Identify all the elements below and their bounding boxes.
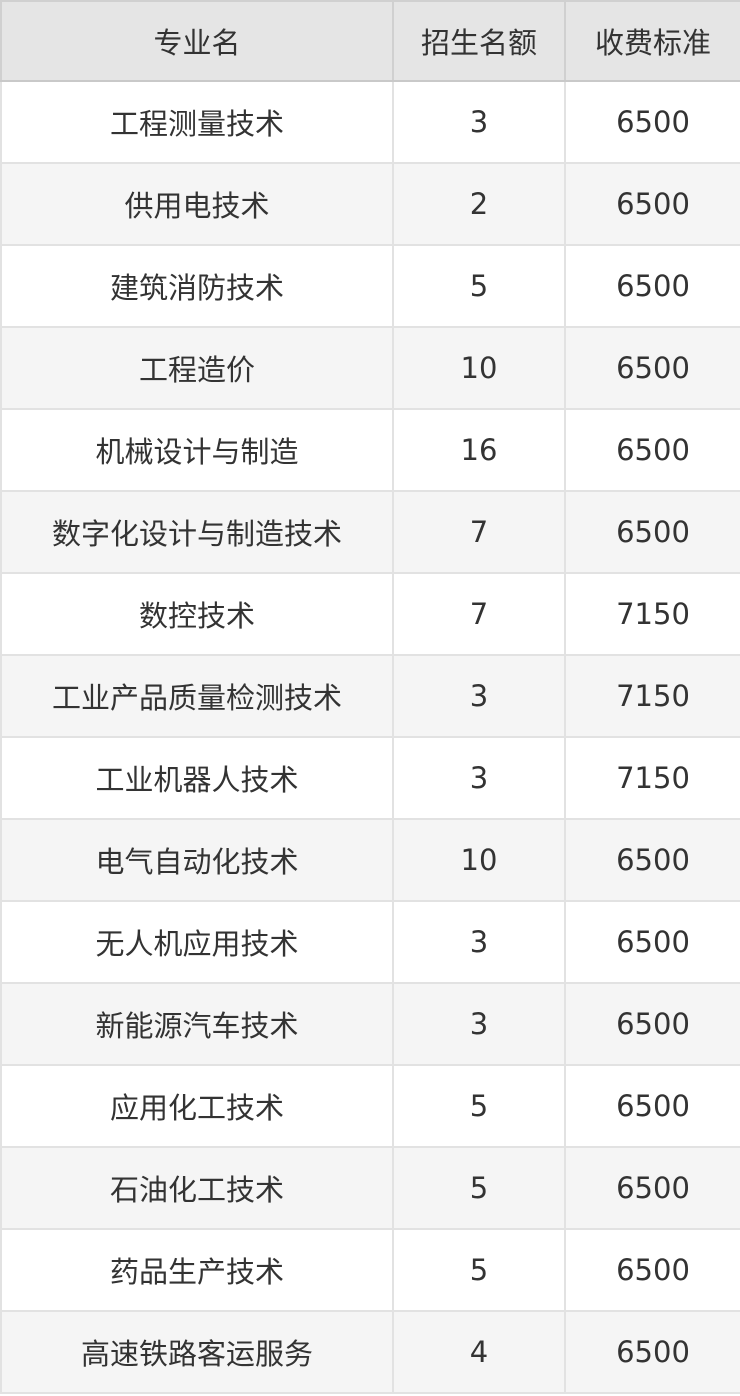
cell-fee-standard: 6500 — [564, 326, 740, 410]
table-row: 机械设计与制造 16 6500 — [0, 408, 740, 492]
cell-fee-standard: 6500 — [564, 818, 740, 902]
cell-enrollment-quota: 7 — [392, 572, 566, 656]
table-row: 高速铁路客运服务 4 6500 — [0, 1310, 740, 1394]
cell-fee-standard: 6500 — [564, 982, 740, 1066]
table-row: 药品生产技术 5 6500 — [0, 1228, 740, 1312]
cell-major-name: 供用电技术 — [0, 162, 394, 246]
cell-enrollment-quota: 3 — [392, 982, 566, 1066]
cell-enrollment-quota: 5 — [392, 1064, 566, 1148]
cell-enrollment-quota: 3 — [392, 654, 566, 738]
cell-fee-standard: 6500 — [564, 244, 740, 328]
cell-major-name: 电气自动化技术 — [0, 818, 394, 902]
cell-enrollment-quota: 5 — [392, 1228, 566, 1312]
cell-major-name: 工业机器人技术 — [0, 736, 394, 820]
table-row: 电气自动化技术 10 6500 — [0, 818, 740, 902]
table-row: 工程造价 10 6500 — [0, 326, 740, 410]
cell-major-name: 工程测量技术 — [0, 80, 394, 164]
table-row: 工程测量技术 3 6500 — [0, 80, 740, 164]
cell-major-name: 新能源汽车技术 — [0, 982, 394, 1066]
cell-fee-standard: 6500 — [564, 1310, 740, 1394]
column-header-enrollment-quota: 招生名额 — [392, 0, 566, 82]
table-row: 工业机器人技术 3 7150 — [0, 736, 740, 820]
cell-fee-standard: 7150 — [564, 654, 740, 738]
cell-major-name: 工业产品质量检测技术 — [0, 654, 394, 738]
cell-major-name: 工程造价 — [0, 326, 394, 410]
table-row: 建筑消防技术 5 6500 — [0, 244, 740, 328]
cell-fee-standard: 7150 — [564, 572, 740, 656]
table-row: 石油化工技术 5 6500 — [0, 1146, 740, 1230]
table-row: 数字化设计与制造技术 7 6500 — [0, 490, 740, 574]
table-row: 无人机应用技术 3 6500 — [0, 900, 740, 984]
cell-fee-standard: 7150 — [564, 736, 740, 820]
table-row: 供用电技术 2 6500 — [0, 162, 740, 246]
cell-enrollment-quota: 4 — [392, 1310, 566, 1394]
cell-fee-standard: 6500 — [564, 490, 740, 574]
cell-enrollment-quota: 5 — [392, 244, 566, 328]
cell-major-name: 建筑消防技术 — [0, 244, 394, 328]
column-header-fee-standard: 收费标准 — [564, 0, 740, 82]
table-row: 新能源汽车技术 3 6500 — [0, 982, 740, 1066]
cell-enrollment-quota: 2 — [392, 162, 566, 246]
cell-major-name: 无人机应用技术 — [0, 900, 394, 984]
table-row: 应用化工技术 5 6500 — [0, 1064, 740, 1148]
cell-enrollment-quota: 3 — [392, 900, 566, 984]
cell-enrollment-quota: 7 — [392, 490, 566, 574]
cell-enrollment-quota: 5 — [392, 1146, 566, 1230]
cell-fee-standard: 6500 — [564, 80, 740, 164]
cell-enrollment-quota: 3 — [392, 80, 566, 164]
cell-enrollment-quota: 16 — [392, 408, 566, 492]
table-row: 数控技术 7 7150 — [0, 572, 740, 656]
cell-major-name: 药品生产技术 — [0, 1228, 394, 1312]
cell-major-name: 应用化工技术 — [0, 1064, 394, 1148]
cell-fee-standard: 6500 — [564, 1146, 740, 1230]
cell-major-name: 高速铁路客运服务 — [0, 1310, 394, 1394]
table-body: 工程测量技术 3 6500 供用电技术 2 6500 建筑消防技术 5 6500 工程造价 10 65… — [0, 80, 740, 1394]
cell-enrollment-quota: 10 — [392, 818, 566, 902]
cell-enrollment-quota: 3 — [392, 736, 566, 820]
cell-major-name: 数控技术 — [0, 572, 394, 656]
cell-fee-standard: 6500 — [564, 1228, 740, 1312]
cell-fee-standard: 6500 — [564, 408, 740, 492]
table-header-row: 专业名 招生名额 收费标准 — [0, 0, 740, 82]
cell-major-name: 石油化工技术 — [0, 1146, 394, 1230]
cell-fee-standard: 6500 — [564, 1064, 740, 1148]
cell-fee-standard: 6500 — [564, 162, 740, 246]
cell-major-name: 机械设计与制造 — [0, 408, 394, 492]
cell-fee-standard: 6500 — [564, 900, 740, 984]
table-row: 工业产品质量检测技术 3 7150 — [0, 654, 740, 738]
column-header-major-name: 专业名 — [0, 0, 394, 82]
cell-major-name: 数字化设计与制造技术 — [0, 490, 394, 574]
cell-enrollment-quota: 10 — [392, 326, 566, 410]
